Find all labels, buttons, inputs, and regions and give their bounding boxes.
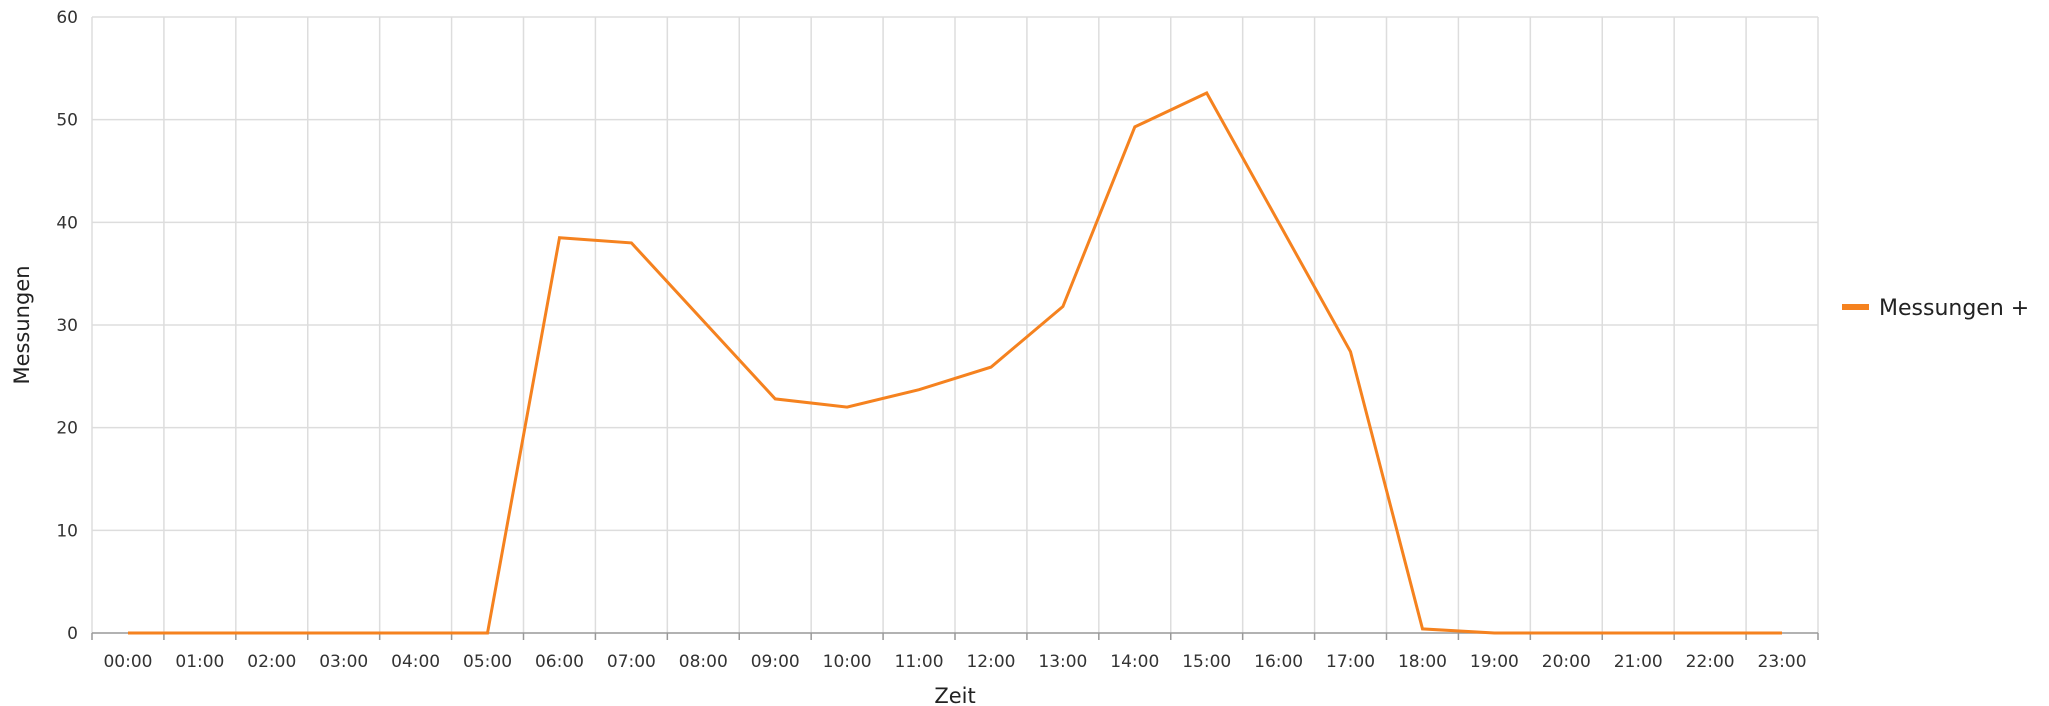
grid-layer [91,16,1819,633]
x-tick-label: 02:00 [247,652,296,672]
x-tick-label: 10:00 [823,652,872,672]
x-tick-label: 14:00 [1110,652,1159,672]
y-tick-label: 60 [56,8,78,28]
legend-swatch [1842,304,1869,310]
x-tick-label: 05:00 [463,652,512,672]
x-tick-label: 04:00 [391,652,440,672]
series-line[interactable] [128,91,1782,635]
x-tick-label: 18:00 [1398,652,1447,672]
x-tick-label: 03:00 [319,652,368,672]
x-tick-label: 15:00 [1182,652,1231,672]
x-tick-label: 11:00 [895,652,944,672]
y-tick-label: 10 [56,521,78,541]
y-tick-label: 0 [67,624,78,644]
x-tick-label: 17:00 [1326,652,1375,672]
x-tick-label: 00:00 [103,652,152,672]
y-axis-title: Messungen [10,265,34,384]
x-tick-label: 13:00 [1038,652,1087,672]
y-tick-label: 30 [56,316,78,336]
y-tick-label: 20 [56,419,78,439]
x-tick-label: 09:00 [751,652,800,672]
x-tick-label: 12:00 [966,652,1015,672]
x-tick-label: 07:00 [607,652,656,672]
y-tick-label: 40 [56,213,78,233]
x-tick-label: 21:00 [1614,652,1663,672]
x-tick-label: 16:00 [1254,652,1303,672]
x-axis-title: Zeit [934,684,975,706]
y-tick-label: 50 [56,111,78,131]
legend[interactable]: Messungen + [1842,296,2029,321]
x-tick-label: 20:00 [1542,652,1591,672]
axis-layer: 0 10 20 30 40 50 60 00:00 01:00 02:00 03:00 04:00 05… [56,8,1819,672]
x-tick-label: 06:00 [535,652,584,672]
x-tick-label: 01:00 [175,652,224,672]
x-tick-label: 08:00 [679,652,728,672]
series-layer [128,91,1782,635]
x-tick-label: 22:00 [1686,652,1735,672]
x-tick-label: 19:00 [1470,652,1519,672]
x-tick-label: 23:00 [1758,652,1807,672]
legend-label: Messungen + [1879,296,2029,321]
